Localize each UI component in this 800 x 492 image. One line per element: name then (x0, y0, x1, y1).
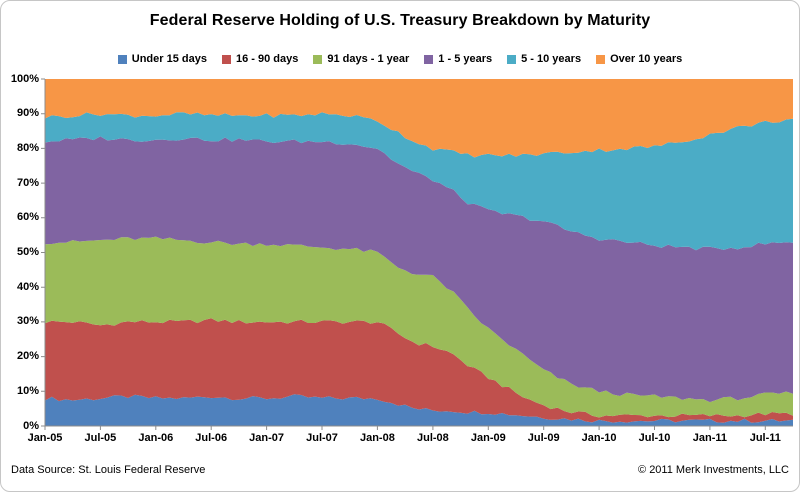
x-tick-label: Jan-11 (692, 432, 728, 444)
y-tick-label: 50% (16, 246, 39, 258)
x-tick-label: Jul-11 (749, 432, 781, 444)
legend-swatch-icon (221, 54, 231, 64)
area-1-5-years (45, 136, 793, 403)
copyright-note: © 2011 Merk Investments, LLC (638, 464, 789, 476)
legend-label: 91 days - 1 year (327, 53, 410, 65)
legend-item: 16 - 90 days (221, 53, 299, 65)
chart-legend: Under 15 days 16 - 90 days 91 days - 1 yea… (1, 53, 799, 65)
x-tick-label: Jan-10 (581, 432, 617, 444)
y-tick-label: 0% (23, 419, 39, 432)
legend-item: 1 - 5 years (424, 53, 492, 65)
y-tick-label: 80% (16, 141, 39, 154)
legend-label: 1 - 5 years (438, 53, 493, 65)
legend-item: Over 10 years (596, 53, 682, 65)
legend-swatch-icon (313, 54, 323, 64)
y-tick-label: 20% (16, 350, 39, 363)
axis-lines (41, 78, 793, 430)
x-tick-label: Jan-06 (138, 432, 174, 444)
legend-label: 16 - 90 days (235, 53, 299, 65)
area-16-90-days (45, 318, 793, 423)
area-91-days-1-year (45, 236, 793, 418)
x-tick-label: Jul-08 (416, 432, 449, 444)
legend-label: Under 15 days (131, 53, 207, 65)
legend-swatch-icon (596, 54, 606, 64)
y-tick-label: 10% (16, 384, 39, 397)
x-tick-label: Jul-09 (527, 432, 560, 444)
x-tick-label: Jan-08 (359, 432, 395, 444)
x-tick-label: Jan-05 (27, 432, 63, 444)
x-tick-label: Jul-05 (84, 432, 117, 444)
y-tick-label: 70% (16, 176, 39, 189)
area-over-10-years (45, 79, 793, 158)
y-tick-label: 60% (16, 211, 39, 224)
legend-item: 91 days - 1 year (313, 53, 409, 65)
area-under-15-days (45, 394, 793, 426)
area-5-10-years (45, 112, 793, 251)
legend-swatch-icon (117, 54, 127, 64)
legend-label: 5 - 10 years (521, 53, 582, 65)
legend-swatch-icon (424, 54, 434, 64)
legend-swatch-icon (507, 54, 517, 64)
y-tick-label: 40% (16, 280, 39, 293)
x-tick-label: Jan-07 (249, 432, 285, 444)
y-tick-label: 30% (16, 315, 39, 328)
chart-title: Federal Reserve Holding of U.S. Treasury… (149, 12, 651, 29)
y-tick-label: 100% (10, 72, 39, 85)
x-tick-label: Jan-09 (470, 432, 506, 444)
legend-item: Under 15 days (117, 53, 207, 65)
x-tick-label: Jul-06 (195, 432, 228, 444)
y-tick-label: 90% (16, 107, 39, 120)
legend-label: Over 10 years (610, 53, 683, 65)
x-tick-label: Jul-10 (638, 432, 671, 444)
x-tick-label: Jul-07 (306, 432, 338, 444)
data-source-note: Data Source: St. Louis Federal Reserve (11, 464, 206, 476)
legend-item: 5 - 10 years (507, 53, 581, 65)
